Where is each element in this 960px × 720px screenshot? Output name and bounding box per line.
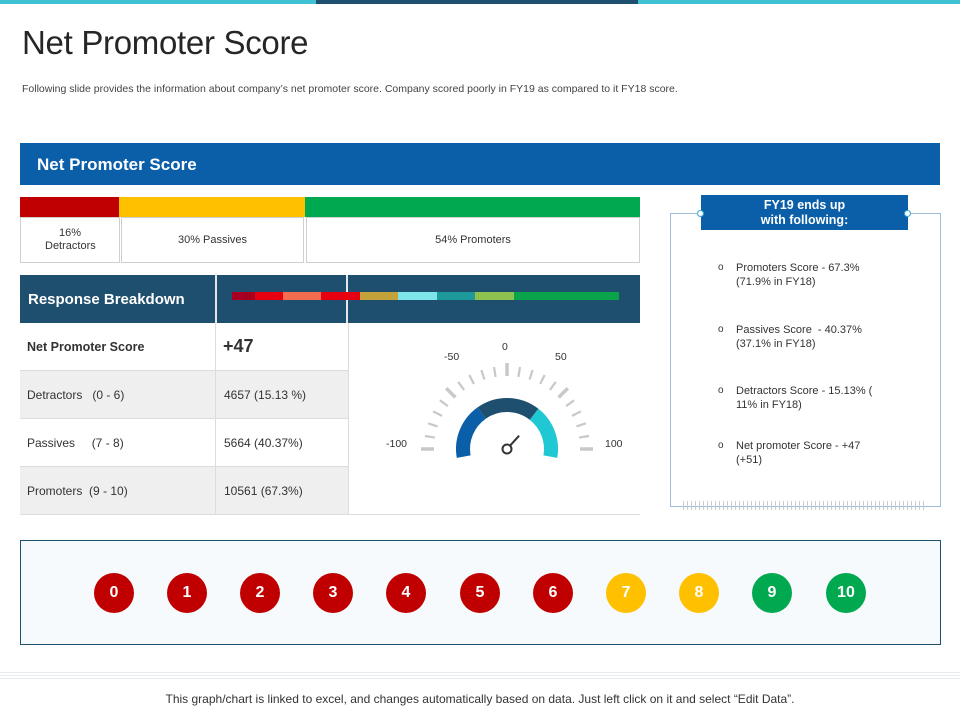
section-banner-label: Net Promoter Score: [37, 155, 197, 174]
response-breakdown-header: Response Breakdown: [20, 275, 640, 323]
gauge-tick: [427, 422, 438, 428]
table-row: Net Promoter Score +47: [20, 323, 348, 371]
response-breakdown-title: Response Breakdown: [28, 291, 185, 308]
gauge-arc-middle: [477, 398, 539, 421]
gauge-tick: [468, 374, 475, 385]
connector-dot: [697, 210, 704, 217]
detractors-segment: [20, 197, 119, 217]
score-circle-4: 4: [386, 573, 426, 613]
bullet-icon: o: [718, 324, 724, 335]
gauge-tick: [457, 381, 465, 391]
detractors-label-box: 16% Detractors: [20, 217, 120, 263]
score-circle-10: 10: [826, 573, 866, 613]
gauge-ticks: [421, 363, 593, 451]
passives-label-box: 30% Passives: [121, 217, 304, 263]
score-circle-7: 7: [606, 573, 646, 613]
gauge-tick: [557, 386, 570, 399]
gauge-label-max: 100: [605, 438, 623, 450]
gauge-tick: [549, 381, 557, 391]
footer-divider: [0, 672, 960, 680]
score-circle-5: 5: [460, 573, 500, 613]
bullet-icon: o: [718, 262, 724, 273]
nps-gauge-cell: -100 -50 0 50 100: [348, 323, 640, 515]
gauge-arc-right: [529, 408, 558, 458]
row-label: Net Promoter Score: [27, 340, 145, 354]
row-value: 5664 (40.37%): [224, 436, 303, 450]
score-circle-0: 0: [94, 573, 134, 613]
gauge-tick: [528, 369, 534, 380]
header-divider: [215, 275, 217, 323]
color-strip-segment: [437, 292, 475, 300]
gauge-tick: [539, 374, 546, 385]
table-row: Promoters (9 - 10) 10561 (67.3%): [20, 467, 348, 515]
color-strip-segment: [398, 292, 437, 300]
gauge-tick: [424, 434, 436, 439]
gauge-tick: [565, 399, 575, 407]
gauge-tick: [571, 410, 582, 417]
gauge-tick: [492, 366, 497, 378]
gauge-needle-hub: [501, 443, 513, 455]
gauge-arc-left: [456, 407, 487, 458]
nps-gauge: [421, 363, 593, 458]
bullet-icon: o: [718, 385, 724, 396]
color-strip-segment: [475, 292, 514, 300]
gauge-needle: [509, 435, 520, 446]
color-strip-segment: [283, 292, 321, 300]
section-banner: Net Promoter Score: [20, 143, 940, 185]
fy19-summary-header-line1: FY19 ends up: [763, 198, 846, 212]
color-strip-segment: [232, 292, 255, 300]
connector-dot: [904, 210, 911, 217]
score-circle-6: 6: [533, 573, 573, 613]
promoters-segment: [305, 197, 640, 217]
gauge-tick: [578, 434, 590, 439]
summary-box-hatch: [683, 501, 927, 510]
gauge-label-minus50: -50: [444, 351, 460, 363]
fy19-summary-header: FY19 ends up with following:: [701, 195, 908, 230]
gauge-tick: [517, 366, 522, 378]
score-circle-3: 3: [313, 573, 353, 613]
gauge-tick: [444, 386, 457, 399]
score-circle-8: 8: [679, 573, 719, 613]
table-row: Detractors (0 - 6) 4657 (15.13 %): [20, 371, 348, 419]
table-row: Passives (7 - 8) 5664 (40.37%): [20, 419, 348, 467]
gauge-tick: [432, 410, 443, 417]
row-label: Detractors (0 - 6): [27, 388, 125, 402]
page-subtitle: Following slide provides the information…: [22, 83, 678, 95]
gauge-tick: [576, 422, 587, 428]
page-title: Net Promoter Score: [22, 24, 309, 61]
row-value: 4657 (15.13 %): [224, 388, 307, 402]
passives-label: 30% Passives: [177, 234, 248, 246]
bullet-icon: o: [718, 440, 724, 451]
promoters-label: 54% Promoters: [435, 234, 511, 246]
gauge-label-plus50: 50: [555, 351, 567, 363]
gauge-tick: [480, 369, 486, 380]
color-strip-segment: [360, 292, 398, 300]
row-label: Passives (7 - 8): [27, 436, 124, 450]
fy19-summary-header-line2: with following:: [760, 213, 849, 227]
color-strip-segment: [514, 292, 619, 300]
fy19-summary-box: [670, 213, 941, 507]
score-circle-2: 2: [240, 573, 280, 613]
top-accent-line-dark: [316, 0, 638, 4]
promoters-label-box: 54% Promoters: [306, 217, 640, 263]
row-value: +47: [223, 336, 254, 356]
detractors-label: 16% Detractors: [45, 227, 96, 252]
score-circle-9: 9: [752, 573, 792, 613]
gauge-label-min: -100: [386, 438, 408, 450]
score-circle-1: 1: [167, 573, 207, 613]
row-label: Promoters (9 - 10): [27, 484, 128, 498]
color-strip-segment: [321, 292, 360, 300]
color-strip-segment: [255, 292, 283, 300]
footer-note: This graph/chart is linked to excel, and…: [165, 692, 795, 706]
passives-segment: [119, 197, 305, 217]
row-value: 10561 (67.3%): [224, 484, 303, 498]
gauge-label-zero: 0: [502, 341, 508, 353]
gauge-tick: [439, 399, 449, 407]
